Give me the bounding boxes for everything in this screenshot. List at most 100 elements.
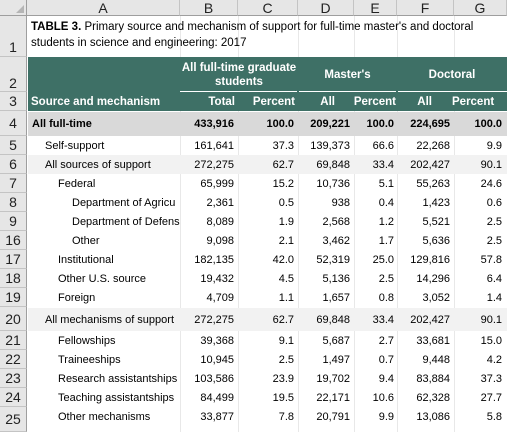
row-label-cell[interactable]: Department of Agricu [72,196,176,209]
cell-e[interactable]: 0.4 [378,196,394,209]
row-header-19[interactable]: 19 [0,288,27,307]
cell-g[interactable]: 57.8 [480,253,502,266]
cell-g[interactable]: 6.4 [486,272,502,285]
cell-e[interactable]: 9.9 [378,410,394,423]
cell-b[interactable]: 39,368 [200,334,234,347]
cell-c[interactable]: 42.0 [272,253,294,266]
row-header-25[interactable]: 25 [0,407,27,432]
cell-f[interactable]: 202,427 [410,158,450,171]
cell-b[interactable]: 8,089 [206,215,234,228]
cell-d[interactable]: 10,736 [316,177,350,190]
cell-d[interactable]: 2,568 [322,215,350,228]
cell-f[interactable]: 62,328 [416,391,450,404]
cell-c[interactable]: 1.9 [278,215,294,228]
row-label-cell[interactable]: All sources of support [45,158,151,171]
column-header-b[interactable]: B [180,0,238,16]
cell-f[interactable]: 1,423 [422,196,450,209]
cell-b[interactable]: 2,361 [206,196,234,209]
row-label-cell[interactable]: Traineeships [58,353,121,366]
cell-d[interactable]: 1,657 [322,291,350,304]
row-header-4[interactable]: 4 [0,111,27,136]
cell-e[interactable]: 66.6 [372,139,394,152]
row-header-6[interactable]: 6 [0,155,27,174]
row-label-cell[interactable]: Department of Defens [72,215,180,228]
cell-f[interactable]: 22,268 [416,139,450,152]
cell-b[interactable]: 65,999 [200,177,234,190]
cell-g[interactable]: 5.8 [486,410,502,423]
cell-g[interactable]: 2.5 [486,234,502,247]
row-header-21[interactable]: 21 [0,331,27,350]
cell-f[interactable]: 13,086 [416,410,450,423]
cell-e[interactable]: 25.0 [372,253,394,266]
row-header-7[interactable]: 7 [0,174,27,193]
row-label-cell[interactable]: All mechanisms of support [45,313,174,326]
cell-f[interactable]: 33,681 [416,334,450,347]
row-label-cell[interactable]: Fellowships [58,334,116,347]
row-label-cell[interactable]: All full-time [32,118,92,130]
cell-c[interactable]: 7.8 [278,410,294,423]
cell-c[interactable]: 19.5 [272,391,294,404]
cell-g[interactable]: 27.7 [480,391,502,404]
row-label-cell[interactable]: Federal [58,177,96,190]
cell-g[interactable]: 4.2 [486,353,502,366]
cell-f[interactable]: 9,448 [422,353,450,366]
cell-b[interactable]: 33,877 [200,410,234,423]
cell-d[interactable]: 209,221 [310,118,350,130]
cell-e[interactable]: 2.5 [378,272,394,285]
cell-d[interactable]: 69,848 [316,313,350,326]
cell-d[interactable]: 22,171 [316,391,350,404]
cell-b[interactable]: 84,499 [200,391,234,404]
cell-d[interactable]: 69,848 [316,158,350,171]
cell-f[interactable]: 3,052 [422,291,450,304]
row-label-cell[interactable]: Self-support [45,139,105,152]
cell-c[interactable]: 2.1 [278,234,294,247]
cell-b[interactable]: 10,945 [200,353,234,366]
cell-c[interactable]: 62.7 [272,313,294,326]
row-header-23[interactable]: 23 [0,369,27,388]
cell-g[interactable]: 15.0 [480,334,502,347]
cell-g[interactable]: 24.6 [480,177,502,190]
cell-c[interactable]: 1.1 [278,291,294,304]
row-header-16[interactable]: 16 [0,231,27,250]
cell-f[interactable]: 83,884 [416,372,450,385]
row-header-24[interactable]: 24 [0,388,27,407]
row-header-3[interactable]: 3 [0,92,27,111]
cell-d[interactable]: 1,497 [322,353,350,366]
cell-b[interactable]: 272,275 [194,158,234,171]
cell-b[interactable]: 182,135 [194,253,234,266]
row-label-cell[interactable]: Other mechanisms [58,410,151,423]
cell-b[interactable]: 272,275 [194,313,234,326]
cell-f[interactable]: 55,263 [416,177,450,190]
cell-g[interactable]: 2.5 [486,215,502,228]
cell-g[interactable]: 100.0 [474,118,502,130]
cell-g[interactable]: 37.3 [480,372,502,385]
row-header-1[interactable]: 1 [0,16,27,57]
cell-f[interactable]: 129,816 [410,253,450,266]
column-header-e[interactable]: E [354,0,397,16]
cell-d[interactable]: 52,319 [316,253,350,266]
cell-g[interactable]: 90.1 [480,313,502,326]
cell-e[interactable]: 5.1 [378,177,394,190]
cell-d[interactable]: 19,702 [316,372,350,385]
cell-e[interactable]: 0.7 [378,353,394,366]
row-header-17[interactable]: 17 [0,250,27,269]
cell-g[interactable]: 9.9 [486,139,502,152]
cell-c[interactable]: 15.2 [272,177,294,190]
row-label-cell[interactable]: Other [72,234,100,247]
cell-f[interactable]: 202,427 [410,313,450,326]
cell-b[interactable]: 19,432 [200,272,234,285]
column-header-d[interactable]: D [298,0,354,16]
cell-f[interactable]: 14,296 [416,272,450,285]
cell-e[interactable]: 1.7 [378,234,394,247]
row-header-5[interactable]: 5 [0,136,27,155]
cell-d[interactable]: 938 [331,196,350,209]
row-header-9[interactable]: 9 [0,212,27,231]
cell-d[interactable]: 139,373 [310,139,350,152]
cell-e[interactable]: 0.8 [378,291,394,304]
row-header-22[interactable]: 22 [0,350,27,369]
cell-d[interactable]: 20,791 [316,410,350,423]
column-header-g[interactable]: G [454,0,507,16]
cell-c[interactable]: 100.0 [266,118,294,130]
cell-g[interactable]: 90.1 [480,158,502,171]
select-all-corner[interactable] [0,0,27,16]
